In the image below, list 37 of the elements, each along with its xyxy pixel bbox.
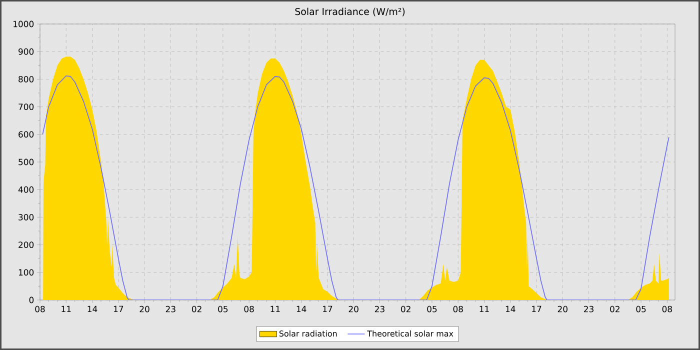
x-tick-label: 11	[62, 306, 71, 312]
x-tick-label: 23	[584, 306, 594, 312]
x-tick-label: 08	[662, 306, 672, 312]
y-tick-label: 600	[18, 131, 34, 138]
x-tick-label: 02	[610, 306, 620, 312]
x-tick-label: 14	[296, 306, 306, 312]
x-tick-label: 20	[348, 306, 358, 312]
y-tick-label: 300	[18, 214, 34, 220]
y-tick-label: 900	[18, 48, 34, 55]
x-tick-label: 23	[166, 306, 176, 312]
x-tick-label: 05	[218, 306, 228, 312]
x-tick-label: 20	[140, 306, 150, 312]
x-tick-label: 14	[506, 306, 516, 312]
x-tick-label: 08	[453, 306, 463, 312]
y-tick-label: 0	[29, 296, 34, 304]
x-tick-label: 02	[401, 306, 410, 312]
x-tick-label: 05	[636, 306, 646, 312]
x-tick-label: 23	[374, 306, 384, 312]
chart-title: Solar Irradiance (W/m²)	[295, 8, 405, 16]
x-tick-label: 14	[88, 306, 98, 312]
x-tick-label: 17	[323, 306, 332, 312]
x-tick-label: 08	[35, 306, 45, 312]
y-tick-label: 800	[18, 76, 34, 82]
x-tick-label: 11	[270, 306, 280, 312]
x-tick-label: 17	[114, 306, 124, 312]
x-tick-label: 05	[427, 306, 437, 312]
x-tick-label: 11	[480, 306, 489, 312]
x-tick-label: 02	[192, 306, 202, 312]
x-tick-label: 08	[244, 306, 254, 312]
x-tick-label: 17	[532, 306, 542, 312]
y-tick-label: 100	[18, 269, 34, 276]
y-tick-label: 200	[18, 242, 34, 248]
y-tick-label: 1000	[14, 20, 34, 28]
y-tick-label: 700	[18, 104, 34, 110]
y-tick-label: 500	[18, 158, 34, 166]
y-tick-label: 400	[18, 186, 34, 193]
x-tick-label: 20	[558, 306, 568, 312]
